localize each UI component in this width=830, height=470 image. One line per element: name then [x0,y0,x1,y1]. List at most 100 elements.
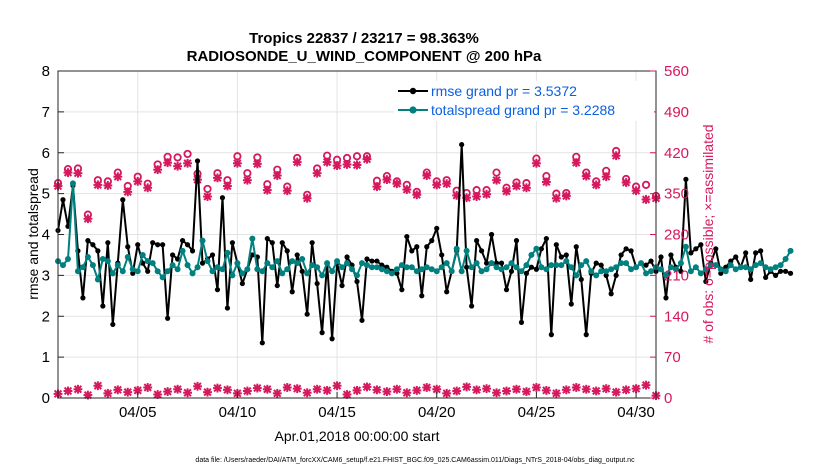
obs-assimilated-marker [641,195,651,204]
totalspread-point [727,262,734,269]
obs-count-bottom-marker [512,384,521,394]
obs-count-bottom-marker [522,387,531,396]
rmse-point [648,258,654,264]
obs-count-bottom-marker [272,388,282,398]
totalspread-point [174,266,181,273]
rmse-point [80,295,86,301]
totalspread-point [732,266,739,273]
rmse-point [414,244,420,250]
rmse-point [733,254,739,260]
obs-assimilated-marker [551,193,561,203]
rmse-point [344,254,350,260]
totalspread-point [593,272,600,279]
rmse-point [409,248,415,254]
rmse-point [483,260,490,266]
obs-assimilated-marker [113,172,123,182]
totalspread-point [443,260,450,267]
totalspread-point [662,272,669,279]
totalspread-point [588,268,595,275]
rmse-point [613,272,619,278]
totalspread-point [403,264,410,271]
y-right-tick-label: 490 [664,104,689,121]
rmse-point [125,244,131,250]
obs-assimilated-marker [282,186,292,196]
rmse-point [643,262,649,268]
totalspread-point [473,260,480,267]
totalspread-point [613,264,620,271]
rmse-point [688,250,694,256]
rmse-point [354,278,360,285]
rmse-point [155,242,161,248]
obs-assimilated-marker [272,171,282,180]
totalspread-point [428,266,435,273]
x-tick-label: 04/25 [518,404,556,421]
obs-assimilated-marker [611,151,621,161]
rmse-point [374,258,380,264]
rmse-point [568,301,574,307]
totalspread-point [493,264,500,271]
rmse-point [758,248,764,254]
obs-count-bottom-marker [422,383,432,392]
totalspread-point [354,272,360,279]
totalspread-point [603,268,610,275]
obs-count-bottom-marker [492,388,501,398]
y-left-tick-label: 7 [42,104,50,121]
totalspread-point [712,262,719,269]
totalspread-point [134,268,141,275]
rmse-point [728,258,734,264]
obs-assimilated-marker [541,177,551,187]
rmse-point [538,246,544,252]
totalspread-point [498,266,505,273]
obs-count-bottom-marker [571,383,581,392]
totalspread-point [189,270,196,277]
rmse-point [693,246,699,252]
obs-assimilated-marker [63,168,73,178]
totalspread-point [468,264,475,271]
rmse-point [513,238,520,244]
rmse-point [773,272,779,278]
obs-count-bottom-marker [482,384,491,394]
totalspread-point [284,266,291,273]
rmse-point [379,262,385,268]
obs-possible-marker [173,153,182,162]
totalspread-point [413,268,420,275]
obs-assimilated-marker [213,173,222,183]
rmse-point [319,330,325,336]
y-right-tick-label: 420 [664,145,689,162]
totalspread-point [259,268,266,275]
totalspread-point [608,266,615,273]
totalspread-point [159,274,166,281]
totalspread-point [722,268,729,275]
totalspread-point [119,268,126,275]
totalspread-point [418,266,425,273]
totalspread-point [154,268,161,275]
obs-assimilated-marker [352,160,362,170]
totalspread-point [59,262,66,269]
totalspread-point [279,270,286,277]
obs-assimilated-marker [412,190,422,200]
footer-data-file: data file: /Users/raeder/DAI/ATM_forcXX/… [195,457,635,464]
totalspread-point [294,260,301,267]
rmse-point [628,248,634,254]
obs-assimilated-marker [262,185,272,195]
totalspread-point [478,268,485,275]
obs-assimilated-marker [591,180,601,190]
rmse-point [284,248,290,254]
totalspread-point [79,264,86,271]
rmse-point [782,268,789,274]
obs-count-bottom-marker [143,383,153,392]
obs-assimilated-marker [502,186,511,196]
y-axis-right-label: # of obs: o=possible; ×=assimilated [700,124,716,343]
totalspread-point [563,258,570,265]
rmse-point [683,176,689,182]
rmse-point [309,240,315,246]
totalspread-point [184,262,191,269]
obs-assimilated-marker [73,168,83,178]
totalspread-point [657,266,664,273]
obs-assimilated-marker [482,189,491,199]
totalspread-point [528,251,535,258]
obs-assimilated-marker [581,171,591,181]
obs-count-bottom-marker [242,386,252,396]
y-left-tick-label: 6 [42,145,50,162]
